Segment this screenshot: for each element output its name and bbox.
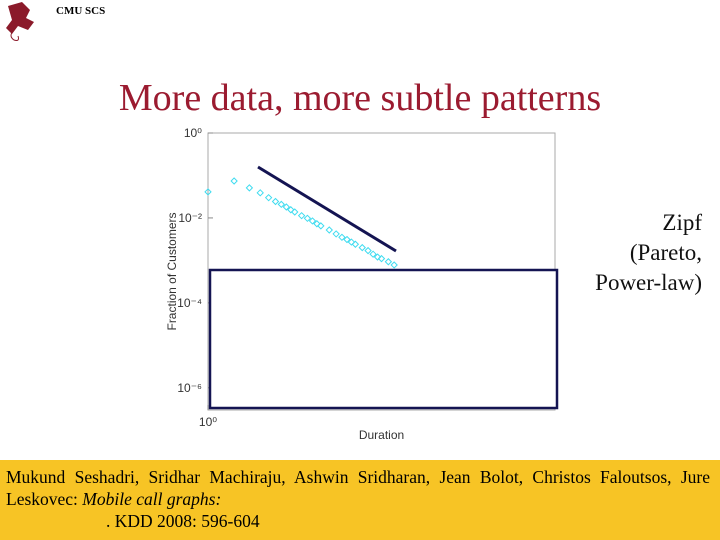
y-axis-label: Fraction of Customers — [165, 212, 179, 330]
marker — [351, 240, 360, 248]
marker — [245, 184, 254, 192]
marker — [343, 235, 351, 244]
y-tick-label: 10⁰ — [184, 126, 202, 140]
footer: Mukund Seshadri, Sridhar Machiraju, Ashw… — [0, 460, 720, 540]
marker — [332, 230, 340, 238]
marker — [291, 208, 299, 216]
side-line: Power-law) — [595, 270, 702, 295]
marker — [287, 206, 295, 214]
logo-shape — [6, 2, 34, 34]
x-axis-label: Duration — [359, 428, 404, 442]
venue: . KDD 2008: 596-604 — [106, 511, 260, 531]
fit-line — [257, 165, 397, 253]
side-line: Zipf — [662, 210, 702, 235]
marker — [277, 200, 286, 209]
marker — [347, 238, 356, 246]
marker — [384, 258, 393, 266]
marker — [264, 193, 273, 202]
logo-tail — [10, 29, 19, 41]
x-tick-label: 10⁰ — [199, 415, 217, 429]
marker — [338, 233, 346, 242]
marker — [377, 254, 386, 263]
y-tick-label: 10⁻⁴ — [177, 296, 202, 310]
marker — [230, 177, 238, 185]
authors: Mukund Seshadri, Sridhar Machiraju, Ashw… — [6, 467, 710, 509]
marker — [204, 188, 212, 196]
y-tick-label: 10⁻⁶ — [177, 381, 202, 395]
marker — [390, 261, 398, 269]
citation: Mukund Seshadri, Sridhar Machiraju, Ashw… — [6, 466, 710, 532]
marker — [256, 189, 264, 197]
marker — [313, 220, 321, 228]
slide-title: More data, more subtle patterns — [119, 77, 601, 119]
marker — [364, 246, 372, 255]
marker — [271, 197, 280, 206]
side-note: Zipf (Pareto, Power-law) — [595, 208, 702, 298]
logo — [6, 2, 34, 41]
marker — [358, 243, 366, 252]
marker — [282, 203, 291, 211]
marker — [303, 214, 312, 223]
plot: 10⁰ 10⁻² 10⁻⁴ 10⁻⁶ 10⁰ Duration Fraction of Cu… — [165, 126, 559, 442]
slide-canvas: CMU SCS More data, more subtle patterns … — [6, 2, 601, 442]
paper-title: Mobile call graphs: — [82, 489, 222, 509]
org-label: CMU SCS — [56, 5, 105, 17]
side-line: (Pareto, — [629, 240, 702, 265]
y-tick-label: 10⁻² — [178, 211, 202, 225]
marker — [297, 211, 306, 220]
marker — [325, 226, 333, 234]
marker — [308, 217, 317, 225]
marker — [317, 222, 325, 230]
cover-box — [208, 268, 559, 410]
marker — [369, 250, 377, 258]
marker — [373, 253, 382, 261]
